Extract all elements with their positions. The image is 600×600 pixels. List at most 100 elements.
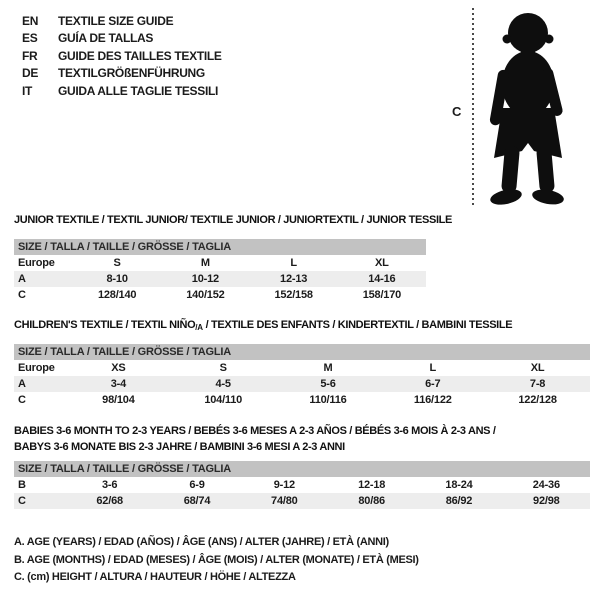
- children-heading-pre: CHILDREN'S TEXTILE / TEXTIL NIÑO: [14, 319, 196, 331]
- size-cell: L: [429, 362, 437, 374]
- table-row-europe: Europe S M L XL: [14, 255, 426, 271]
- baby-leg-left: [501, 146, 520, 193]
- age-cell: 3-4: [110, 378, 127, 390]
- baby-torso: [502, 51, 554, 117]
- row-label: A: [18, 273, 26, 285]
- language-title-list: EN TEXTILE SIZE GUIDE ES GUÍA DE TALLAS …: [22, 12, 222, 100]
- babies-section-heading: BABIES 3-6 MONTH TO 2-3 YEARS / BEBÉS 3-…: [14, 424, 496, 455]
- row-label: Europe: [18, 362, 55, 374]
- baby-foot-left: [490, 189, 522, 205]
- babies-size-table: SIZE / TALLA / TAILLE / GRÖSSE / TAGLIA …: [14, 461, 590, 509]
- baby-arm-right: [542, 68, 563, 116]
- height-cell: 152/158: [274, 289, 313, 301]
- table-row-age: A 8-10 10-12 12-13 14-16: [14, 271, 426, 287]
- language-title: GUIDE DES TAILLES TEXTILE: [58, 48, 222, 63]
- height-cell: 92/98: [533, 495, 560, 507]
- age-cell: 4-5: [215, 378, 232, 390]
- babies-heading-line2: BABYS 3-6 MONATE BIS 2-3 JAHRE / BAMBINI…: [14, 440, 345, 453]
- height-cell: 116/122: [413, 394, 452, 406]
- table-row-age: A 3-4 4-5 5-6 6-7 7-8: [14, 376, 590, 392]
- babies-heading-line1: BABIES 3-6 MONTH TO 2-3 YEARS / BEBÉS 3-…: [14, 425, 496, 437]
- baby-ear-right: [544, 34, 554, 44]
- age-cell: 10-12: [191, 273, 219, 285]
- legend-notes: A. AGE (YEARS) / EDAD (AÑOS) / ÂGE (ANS)…: [14, 534, 419, 587]
- size-cell: M: [323, 362, 333, 374]
- height-cell: 98/104: [102, 394, 135, 406]
- age-cell: 14-16: [368, 273, 396, 285]
- size-cell: M: [200, 257, 210, 269]
- size-cell: L: [290, 257, 297, 269]
- age-cell: 12-18: [358, 479, 386, 491]
- language-title: TEXTILGRÖßENFÜHRUNG: [58, 66, 205, 81]
- table-row-europe: Europe XS S M L XL: [14, 360, 590, 376]
- baby-foot-right: [532, 189, 564, 205]
- language-code: FR: [22, 48, 38, 63]
- size-header-band: SIZE / TALLA / TAILLE / GRÖSSE / TAGLIA: [14, 344, 590, 360]
- baby-head: [508, 13, 548, 53]
- age-cell: 6-7: [425, 378, 441, 390]
- table-row-height: C 98/104 104/110 110/116 116/122 122/128: [14, 392, 590, 408]
- language-code: EN: [22, 13, 39, 28]
- children-size-table: SIZE / TALLA / TAILLE / GRÖSSE / TAGLIA …: [14, 344, 590, 408]
- size-header-band: SIZE / TALLA / TAILLE / GRÖSSE / TAGLIA: [14, 239, 426, 255]
- height-dotted-line: [472, 8, 474, 208]
- row-label: Europe: [18, 257, 55, 269]
- language-row-de: DE TEXTILGRÖßENFÜHRUNG: [22, 65, 222, 83]
- row-label: C: [18, 289, 26, 301]
- table-row-height: C 62/68 68/74 74/80 80/86 86/92 92/98: [14, 493, 590, 509]
- height-cell: 140/152: [186, 289, 225, 301]
- note-height: C. (cm) HEIGHT / ALTURA / HAUTEUR / HÖHE…: [14, 571, 296, 583]
- children-heading-subscript: /A: [195, 323, 203, 332]
- age-cell: 5-6: [320, 378, 336, 390]
- children-section-heading: CHILDREN'S TEXTILE / TEXTIL NIÑO/A / TEX…: [14, 319, 513, 332]
- children-heading-post: / TEXTILE DES ENFANTS / KINDERTEXTIL / B…: [202, 319, 513, 331]
- baby-ear-left: [502, 34, 512, 44]
- language-title: GUIDA ALLE TAGLIE TESSILI: [58, 83, 219, 98]
- age-cell: 24-36: [532, 479, 560, 491]
- language-code: DE: [22, 66, 39, 81]
- height-cell: 62/68: [96, 495, 123, 507]
- size-cell: XS: [111, 362, 126, 374]
- age-cell: 9-12: [273, 479, 295, 491]
- language-row-fr: FR GUIDE DES TAILLES TEXTILE: [22, 47, 222, 65]
- toddler-silhouette-image: [489, 13, 564, 205]
- baby-leg-right: [536, 145, 555, 193]
- height-cell: 128/140: [97, 289, 137, 301]
- age-cell: 3-6: [102, 479, 118, 491]
- junior-size-table: SIZE / TALLA / TAILLE / GRÖSSE / TAGLIA …: [14, 239, 426, 303]
- height-cell: 104/110: [204, 394, 243, 406]
- size-cell: XL: [530, 362, 545, 374]
- age-cell: 8-10: [106, 273, 128, 285]
- height-cell: 80/86: [358, 495, 385, 507]
- language-code: ES: [22, 31, 38, 46]
- age-cell: 7-8: [529, 378, 546, 390]
- row-label: A: [18, 378, 26, 390]
- table-row-age-months: B 3-6 6-9 9-12 12-18 18-24 24-36: [14, 477, 590, 493]
- height-cell: 158/170: [362, 289, 402, 301]
- junior-section-heading: JUNIOR TEXTILE / TEXTIL JUNIOR/ TEXTILE …: [14, 214, 453, 226]
- size-cell: XL: [375, 257, 389, 269]
- age-cell: 6-9: [189, 479, 205, 491]
- height-cell: 110/116: [309, 394, 347, 406]
- height-cell: 122/128: [518, 394, 557, 406]
- size-cell: S: [219, 362, 227, 374]
- height-cell: 86/92: [445, 495, 473, 507]
- language-row-es: ES GUÍA DE TALLAS: [22, 30, 222, 48]
- row-label: B: [18, 479, 26, 491]
- row-label: C: [18, 495, 26, 507]
- language-title: TEXTILE SIZE GUIDE: [58, 13, 174, 28]
- row-label: C: [18, 394, 26, 406]
- age-cell: 12-13: [280, 273, 308, 285]
- height-cell: 68/74: [183, 495, 211, 507]
- height-cell: 74/80: [271, 495, 298, 507]
- language-title: GUÍA DE TALLAS: [58, 31, 154, 46]
- baby-arm-left: [489, 69, 509, 126]
- language-code: IT: [22, 83, 33, 98]
- size-cell: S: [113, 257, 121, 269]
- language-row-en: EN TEXTILE SIZE GUIDE: [22, 12, 222, 30]
- height-measure-label: C: [452, 104, 462, 119]
- note-age-years: A. AGE (YEARS) / EDAD (AÑOS) / ÂGE (ANS)…: [14, 536, 389, 548]
- language-row-it: IT GUIDA ALLE TAGLIE TESSILI: [22, 82, 222, 100]
- note-age-months: B. AGE (MONTHS) / EDAD (MESES) / ÂGE (MO…: [14, 553, 419, 566]
